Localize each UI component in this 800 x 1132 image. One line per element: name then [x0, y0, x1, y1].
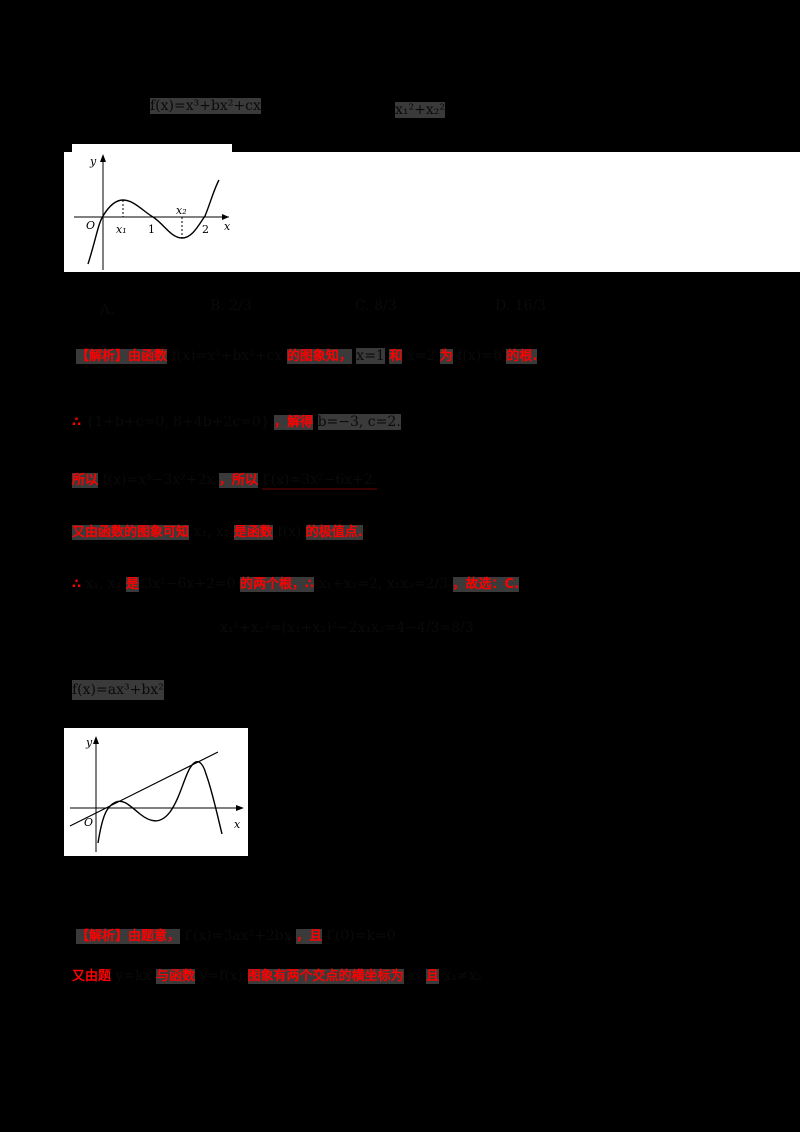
solution1-line4: 又由函数的图象可知 x₁, x₂ 是函数 f(x) 的极值点. [72, 524, 363, 540]
problem1-stem: f(x)=x³+bx²+cx [150, 96, 261, 116]
problem1-option-c: C. 8/3 [355, 298, 397, 314]
figure2-origin-label: O [84, 816, 93, 829]
figure1-y-label: y [89, 155, 97, 168]
figure2-graph: y O x [69, 736, 244, 852]
figure2-x-label: x [234, 818, 241, 831]
solution2-line2: 又由题 y=kx 与函数 y=f(x) 图象有两个交点的横坐标为 x₁ 且 x₁… [72, 968, 483, 984]
problem1-option-d: D. 16/3 [495, 298, 547, 314]
figure2-backdrop [64, 728, 248, 856]
figure1-band [64, 152, 800, 272]
figure1-tick-1: 1 [148, 223, 155, 236]
problem1-function: f(x)=x³+bx²+cx [150, 98, 261, 114]
problem1-expression: x₁²+x₂² [395, 102, 445, 118]
problem1-option-b: B. 2/3 [210, 298, 252, 314]
solution1-line6: x₁²+x₂²=(x₁+x₂)²−2x₁x₂=4−4/3=8/3 [220, 620, 474, 636]
problem1-stem-right: x₁²+x₂² [395, 100, 445, 120]
solution1-line5: ∴ x₁, x₂ 是 3x²−6x+2=0 的两个根，∴ x₁+x₂=2, x₁… [72, 576, 520, 592]
figure2-y-label: y [85, 736, 93, 749]
figure1-tick-2: 2 [202, 223, 209, 236]
figure1-backdrop [72, 144, 232, 154]
figure1-x2-label: x₂ [176, 204, 187, 217]
problem2-stem: f(x)=ax³+bx² [72, 680, 164, 700]
figure1-x1-label: x₁ [116, 223, 127, 236]
solution1-line2: ∴ {1+b+c=0, 8+4b+2c=0} ，解得 b=−3, c=2. [72, 414, 401, 430]
figure1-graph: y O x₁ 1 x₂ 2 x [74, 154, 231, 270]
solution1-line3: 所以 f(x)=x³−3x²+2x ，所以 f′(x)=3x²−6x+2. [72, 472, 378, 490]
problem1-option-a: A. [100, 302, 115, 318]
solution2-line1: 【解析】由题意， f′(x)=3ax²+2bx ，且 f′(0)=k=0 [76, 928, 396, 944]
figure1-x-label: x [224, 220, 231, 233]
figure1-origin-label: O [86, 219, 95, 232]
solution1-line1: 【解析】由函数 f(x)=x³+bx²+cx 的图象知， x=1 和 x=2 为… [76, 348, 538, 364]
